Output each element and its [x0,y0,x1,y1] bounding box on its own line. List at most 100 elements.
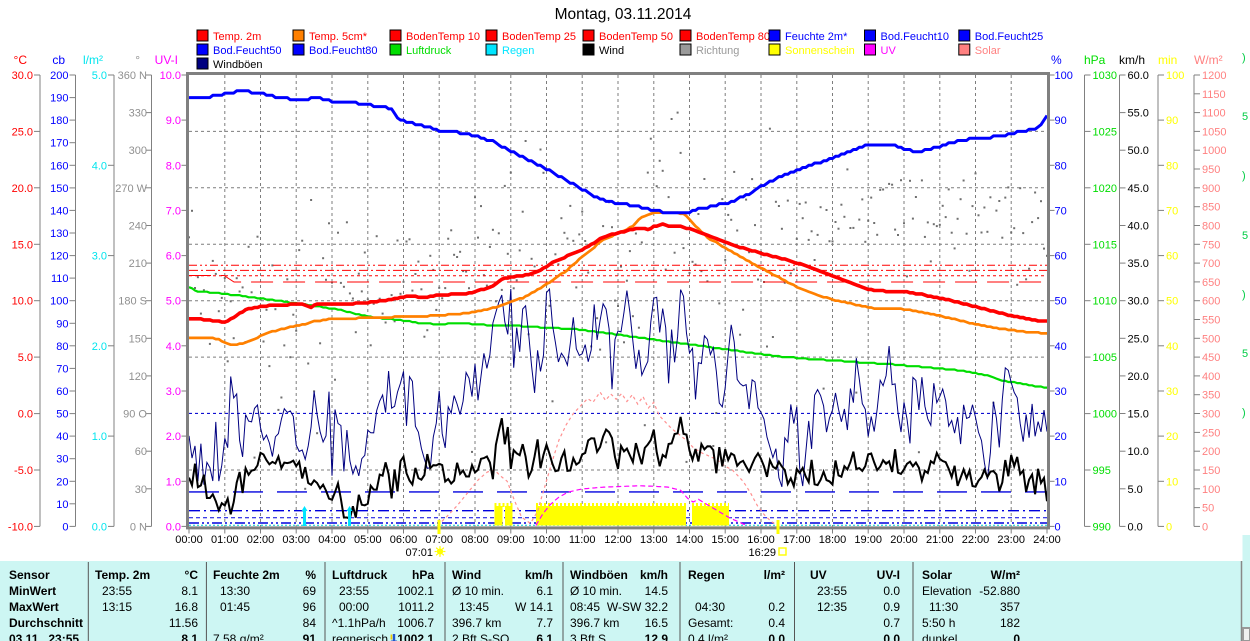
svg-text:25.0: 25.0 [12,126,33,138]
svg-text:Bod.Feucht50: Bod.Feucht50 [213,45,282,57]
svg-text:50.0: 50.0 [1128,145,1149,157]
svg-text:Temp. 5cm*: Temp. 5cm* [309,31,368,43]
svg-text:MaxWert: MaxWert [9,600,59,614]
svg-text:1000: 1000 [1202,145,1226,157]
svg-text:20: 20 [1055,431,1067,443]
svg-text:0.7: 0.7 [883,616,900,630]
svg-text:15.0: 15.0 [12,239,33,251]
svg-text:5.0: 5.0 [166,296,181,308]
svg-text:1002.1: 1002.1 [397,632,434,641]
svg-text:Solar: Solar [922,568,952,582]
svg-text:Bod.Feucht10: Bod.Feucht10 [881,31,950,43]
svg-text:): ) [1242,170,1246,182]
svg-text:300: 300 [1202,409,1220,421]
svg-text:70: 70 [1166,205,1178,217]
svg-text:5.0: 5.0 [92,70,107,82]
svg-text:00:00: 00:00 [175,534,203,546]
svg-text:hPa: hPa [1084,53,1106,67]
svg-text:8.1: 8.1 [181,632,198,641]
svg-text:1010: 1010 [1093,296,1117,308]
svg-text:10: 10 [1166,476,1178,488]
svg-text:180 S: 180 S [118,296,147,308]
svg-text:1000: 1000 [1093,409,1117,421]
svg-text:hPa: hPa [412,568,434,582]
svg-text:200: 200 [50,70,68,82]
svg-text:91: 91 [303,632,317,641]
svg-text:170: 170 [50,138,68,150]
svg-text:13:45: 13:45 [459,600,489,614]
svg-text:0.4: 0.4 [768,616,785,630]
svg-text:1015: 1015 [1093,239,1117,251]
svg-text:2 Bft S-SO: 2 Bft S-SO [452,632,509,641]
svg-text:regnerisch: regnerisch [332,632,388,641]
svg-text:2.0: 2.0 [166,431,181,443]
svg-text:40.0: 40.0 [1128,221,1149,233]
svg-text:1006.7: 1006.7 [397,616,434,630]
svg-text:Wind: Wind [452,568,481,582]
svg-text:9.0: 9.0 [166,115,181,127]
svg-text:40: 40 [1166,341,1178,353]
svg-text:Solar: Solar [975,45,1001,57]
svg-text:-10.0: -10.0 [8,521,33,533]
svg-text:5: 5 [1242,230,1248,242]
svg-text:300: 300 [129,145,147,157]
svg-text:200: 200 [1202,446,1220,458]
svg-text:BodenTemp 25: BodenTemp 25 [502,31,576,43]
svg-text:04:00: 04:00 [318,534,346,546]
svg-text:6.1: 6.1 [536,584,553,598]
svg-text:40: 40 [56,431,68,443]
svg-text:35.0: 35.0 [1128,258,1149,270]
svg-text:4.0: 4.0 [166,341,181,353]
svg-text:05:00: 05:00 [354,534,382,546]
svg-text:182: 182 [1000,616,1020,630]
svg-text:5: 5 [1242,348,1248,360]
svg-text:30: 30 [56,454,68,466]
svg-text:W/m²: W/m² [991,568,1020,582]
svg-text:995: 995 [1093,465,1111,477]
svg-text:30: 30 [1166,386,1178,398]
svg-text:min: min [1158,53,1177,67]
svg-text:60: 60 [1055,251,1067,263]
svg-text:3.0: 3.0 [92,251,107,263]
svg-text:0: 0 [1055,521,1061,533]
svg-text:90 O: 90 O [123,409,147,421]
svg-text:dunkel: dunkel [922,632,957,641]
svg-text:15:00: 15:00 [711,534,739,546]
svg-text:-52.880: -52.880 [979,584,1020,598]
svg-text:12.9: 12.9 [645,632,669,641]
svg-text:l/m²: l/m² [764,568,785,582]
svg-text:-5.0: -5.0 [14,465,33,477]
svg-text:UV-I: UV-I [877,568,900,582]
svg-text:%: % [1051,53,1062,67]
svg-text:1002.1: 1002.1 [397,584,434,598]
svg-text:80: 80 [1166,160,1178,172]
svg-text:°C: °C [185,568,199,582]
svg-text:Ø 10 min.: Ø 10 min. [452,584,504,598]
svg-text:11:30: 11:30 [929,600,958,614]
svg-text:24:00: 24:00 [1033,534,1061,546]
svg-text:1050: 1050 [1202,126,1226,138]
svg-text:01:45: 01:45 [220,600,250,614]
svg-text:30.0: 30.0 [12,70,33,82]
svg-text:20: 20 [56,476,68,488]
svg-text:0: 0 [1166,521,1172,533]
svg-text:12:35: 12:35 [817,600,847,614]
svg-text:0.0: 0.0 [768,632,785,641]
svg-text:cb: cb [52,53,65,67]
svg-text:10: 10 [56,499,68,511]
svg-text:100: 100 [50,296,68,308]
svg-text:7.58 g/m²: 7.58 g/m² [213,632,264,641]
svg-text:0.2: 0.2 [768,600,785,614]
svg-text:330: 330 [129,108,147,120]
svg-text:12:00: 12:00 [604,534,632,546]
svg-text:°C: °C [14,53,28,67]
svg-text:10:00: 10:00 [533,534,561,546]
svg-text:23:55: 23:55 [817,584,847,598]
svg-text:96: 96 [303,600,317,614]
svg-text:240: 240 [129,221,147,233]
svg-text:09:00: 09:00 [497,534,525,546]
svg-text:160: 160 [50,160,68,172]
svg-text:07:00: 07:00 [425,534,453,546]
svg-text:06:00: 06:00 [390,534,418,546]
svg-text:700: 700 [1202,258,1220,270]
